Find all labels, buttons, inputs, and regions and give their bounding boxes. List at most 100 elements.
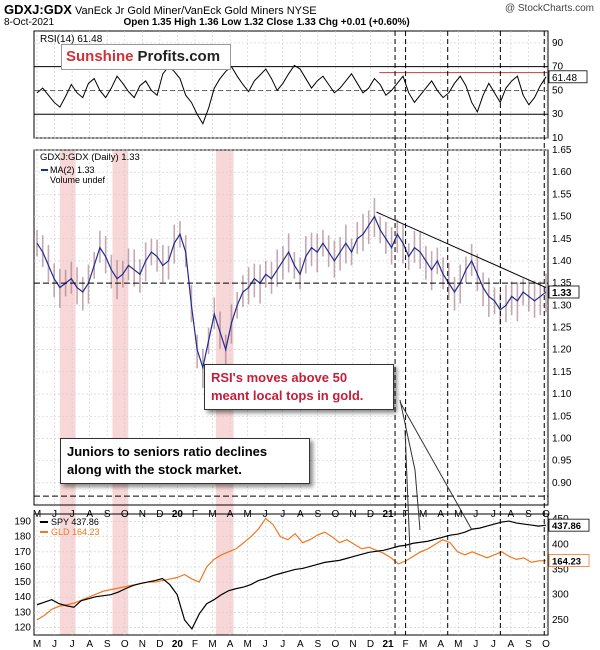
x-tick-label: J — [263, 509, 268, 520]
x-tick-label: M — [243, 509, 251, 520]
ratio-tick-label: 1.05 — [552, 411, 572, 422]
gld-last-label: 164.23 — [552, 557, 581, 568]
spy-line — [36, 520, 547, 631]
x-tick-label: M — [33, 509, 41, 520]
right-tick-label: 250 — [552, 615, 569, 626]
rsi-tick-label: 30 — [552, 109, 564, 120]
x-tick-label: J — [280, 639, 285, 650]
ratio-tick-label: 1.60 — [552, 167, 572, 178]
ratio-tick-label: 1.10 — [552, 389, 572, 400]
right-tick-label: 400 — [552, 539, 569, 550]
x-tick-label: A — [297, 639, 304, 650]
x-tick-label: J — [473, 509, 478, 520]
ratio-legend-volume: Volume undef — [50, 175, 106, 185]
x-tick-label: N — [349, 509, 356, 520]
symbol: GDXJ:GDX — [4, 2, 72, 17]
panel-frame-sg — [33, 513, 549, 636]
x-tick-label: M — [419, 509, 427, 520]
x-tick-label: M — [243, 639, 251, 650]
watermark: @ StockCharts.com — [504, 3, 594, 14]
rsi-annotation-line2: meant local tops in gold. — [211, 388, 364, 403]
chart-date: 8-Oct-2021 — [4, 17, 55, 28]
x-tick-label: D — [367, 509, 374, 520]
rsi-legend: RSI(14) 61.48 — [40, 34, 103, 45]
x-tick-label: J — [263, 639, 268, 650]
x-tick-label: M — [419, 639, 427, 650]
x-tick-label: O — [121, 509, 129, 520]
ratio-tick-label: 1.40 — [552, 256, 572, 267]
rsi-last-box — [548, 70, 588, 84]
rsi-tick-label: 50 — [552, 85, 564, 96]
x-tick-label: 21 — [382, 639, 394, 650]
x-tick-label: J — [491, 639, 496, 650]
rsi-line — [36, 64, 547, 125]
x-tick-label: F — [403, 639, 409, 650]
ratio-tick-label: 1.45 — [552, 234, 572, 245]
ratio-annotation-line2: along with the stock market. — [67, 462, 242, 477]
x-tick-label: 20 — [172, 509, 184, 520]
x-tick-label: A — [227, 639, 234, 650]
right-tick-label: 350 — [552, 564, 569, 575]
x-tick-label: A — [227, 509, 234, 520]
callout-arrow — [404, 429, 411, 553]
ratio-annotation-line1: Juniors to seniors ratio declines — [67, 444, 268, 459]
x-tick-label: A — [437, 639, 444, 650]
x-tick-label: J — [491, 509, 496, 520]
left-tick-label: 140 — [14, 592, 31, 603]
x-tick-label: S — [525, 639, 532, 650]
ratio-line — [36, 215, 547, 370]
ratio-tick-label: 1.35 — [552, 278, 572, 289]
x-tick-label: 20 — [172, 639, 184, 650]
x-tick-label: S — [525, 509, 532, 520]
rsi-last-label: 61.48 — [552, 73, 577, 84]
left-tick-label: 130 — [14, 607, 31, 618]
x-tick-label: S — [314, 509, 321, 520]
callout-arrow — [399, 399, 421, 531]
ratio-last-box — [548, 285, 580, 299]
logo-part1: Sunshine — [66, 48, 134, 65]
x-tick-label: M — [208, 639, 216, 650]
x-tick-label: F — [192, 639, 198, 650]
x-tick-label: F — [403, 509, 409, 520]
x-tick-label: O — [331, 509, 339, 520]
rsi-annotation-box: RSI's moves above 50 meant local tops in… — [204, 364, 394, 410]
ratio-tick-label: 0.95 — [552, 456, 572, 467]
x-tick-label: M — [33, 639, 41, 650]
gld-line — [36, 517, 547, 621]
left-tick-label: 160 — [14, 562, 31, 573]
x-tick-label: A — [86, 509, 93, 520]
ratio-annotation-box: Juniors to seniors ratio declines along … — [60, 438, 310, 484]
x-tick-label: A — [297, 509, 304, 520]
logo-part2: Profits.com — [137, 48, 221, 65]
x-tick-label: J — [280, 509, 285, 520]
ratio-legend-title: GDXJ:GDX (Daily) 1.33 — [40, 152, 140, 163]
left-tick-label: 180 — [14, 532, 31, 543]
x-tick-label: D — [156, 509, 163, 520]
gld-legend: GLD 164.23 — [51, 527, 100, 537]
x-tick-label: D — [156, 639, 163, 650]
x-tick-label: O — [331, 639, 339, 650]
left-tick-label: 120 — [14, 622, 31, 633]
x-tick-label: 21 — [382, 509, 394, 520]
logo: Sunshine Profits.com — [61, 44, 231, 70]
left-tick-label: 170 — [14, 547, 31, 558]
right-tick-label: 300 — [552, 590, 569, 601]
ratio-tick-label: 1.15 — [552, 367, 572, 378]
x-tick-label: F — [192, 509, 198, 520]
x-tick-label: D — [367, 639, 374, 650]
gld-last-box — [548, 554, 590, 567]
ratio-tick-label: 1.25 — [552, 323, 572, 334]
ratio-tick-label: 1.00 — [552, 433, 572, 444]
x-tick-label: N — [349, 639, 356, 650]
ratio-legend-ma: MA(2) 1.33 — [50, 165, 95, 175]
x-tick-label: J — [70, 639, 75, 650]
highlight-band — [59, 150, 76, 635]
x-tick-label: S — [104, 639, 111, 650]
x-tick-label: S — [314, 639, 321, 650]
x-tick-label: J — [52, 509, 57, 520]
symbol-description: VanEck Jr Gold Miner/VanEck Gold Miners … — [74, 5, 317, 17]
chart-header-title: GDXJ:GDX VanEck Jr Gold Miner/VanEck Gol… — [4, 2, 317, 17]
ratio-tick-label: 0.90 — [552, 478, 572, 489]
rsi-tick-label: 70 — [552, 62, 564, 73]
